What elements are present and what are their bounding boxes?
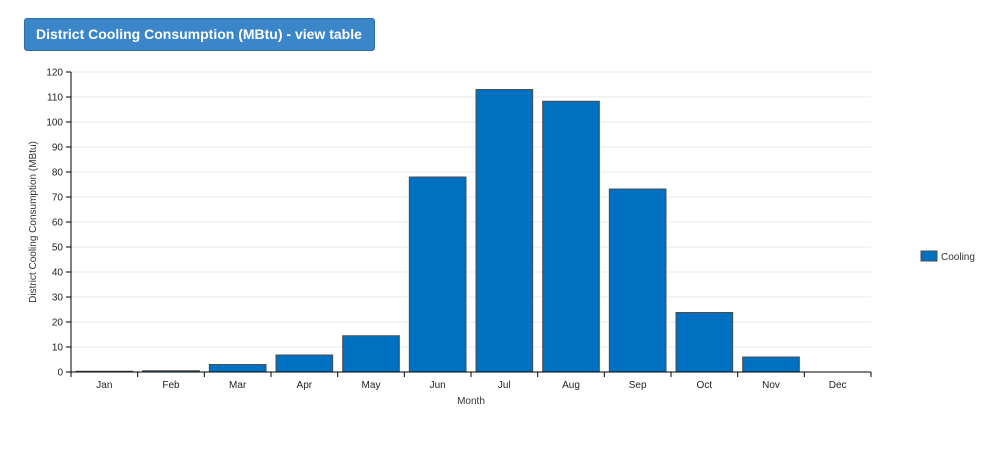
y-tick-label: 40 <box>52 268 64 279</box>
bar-oct[interactable] <box>675 312 734 373</box>
y-tick-label: 20 <box>52 318 64 329</box>
y-tick-label: 70 <box>52 193 64 204</box>
bar-may[interactable] <box>342 335 400 373</box>
y-axis-label: District Cooling Consumption (MBtu) <box>28 141 39 303</box>
x-tick-label: May <box>362 380 381 391</box>
x-tick-label: Dec <box>829 380 847 391</box>
x-tick-label: Apr <box>297 380 313 391</box>
x-axis-label: Month <box>457 396 485 407</box>
grid-lines <box>71 71 871 348</box>
y-tick-label: 80 <box>52 168 64 179</box>
x-tick-label: Jan <box>96 380 112 391</box>
bar-nov[interactable] <box>742 356 800 373</box>
y-tick-label: 10 <box>52 343 64 354</box>
y-tick-label: 90 <box>52 143 64 154</box>
x-tick-label: Mar <box>229 380 247 391</box>
x-tick-label: Oct <box>697 380 713 391</box>
x-tick-label: Sep <box>629 380 647 391</box>
view-table-button[interactable]: District Cooling Consumption (MBtu) - vi… <box>24 18 375 51</box>
x-tick-label: Feb <box>162 380 180 391</box>
bars <box>75 89 800 373</box>
bar-mar[interactable] <box>208 364 267 373</box>
y-tick-label: 30 <box>52 293 64 304</box>
bar-apr[interactable] <box>275 354 334 373</box>
bar-sep[interactable] <box>608 188 667 373</box>
x-tick-label: Jul <box>498 380 511 391</box>
legend-swatch <box>920 250 938 262</box>
y-tick-label: 120 <box>46 68 63 79</box>
bar-jul[interactable] <box>475 89 534 373</box>
bar-jun[interactable] <box>408 176 467 373</box>
legend: Cooling <box>920 250 975 263</box>
y-tick-label: 60 <box>52 218 64 229</box>
x-tick-label: Aug <box>562 380 580 391</box>
y-tick-label: 50 <box>52 243 64 254</box>
x-tick-label: Nov <box>762 380 780 391</box>
bar-aug[interactable] <box>542 100 600 373</box>
y-tick-label: 100 <box>46 118 63 129</box>
y-tick-label: 0 <box>57 368 63 379</box>
y-tick-label: 110 <box>47 93 63 104</box>
legend-label: Cooling <box>941 252 975 263</box>
x-tick-label: Jun <box>430 380 446 391</box>
axes: 0 10 20 30 40 50 60 70 80 90 100 110 120 Jan Feb Mar Apr… <box>46 68 872 391</box>
